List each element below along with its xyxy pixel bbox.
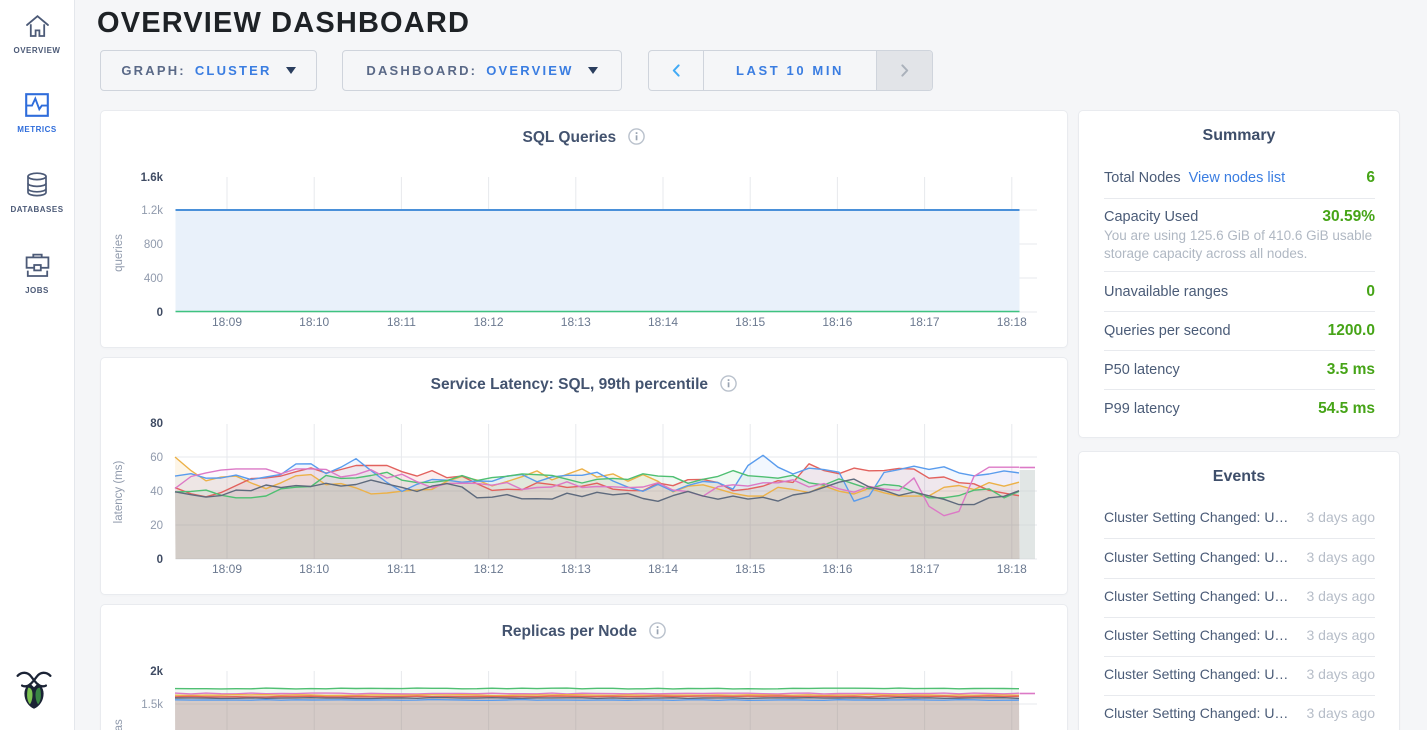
svg-text:18:16: 18:16 xyxy=(822,315,852,329)
svg-text:1.2k: 1.2k xyxy=(141,205,163,217)
svg-text:18:14: 18:14 xyxy=(648,562,678,576)
svg-text:20: 20 xyxy=(150,520,163,532)
svg-text:18:09: 18:09 xyxy=(212,562,242,576)
svg-text:1.6k: 1.6k xyxy=(141,172,164,184)
svg-text:18:13: 18:13 xyxy=(561,562,591,576)
svg-text:18:18: 18:18 xyxy=(997,562,1027,576)
svg-text:0: 0 xyxy=(157,554,163,566)
svg-text:18:10: 18:10 xyxy=(299,562,329,576)
svg-text:18:11: 18:11 xyxy=(387,315,416,329)
svg-text:18:15: 18:15 xyxy=(735,562,765,576)
svg-text:18:17: 18:17 xyxy=(910,315,940,329)
svg-text:18:14: 18:14 xyxy=(648,315,678,329)
svg-text:18:11: 18:11 xyxy=(387,562,416,576)
svg-text:80: 80 xyxy=(150,418,163,430)
svg-text:18:16: 18:16 xyxy=(822,562,852,576)
svg-text:18:09: 18:09 xyxy=(212,315,242,329)
svg-text:18:12: 18:12 xyxy=(474,562,504,576)
svg-text:queries: queries xyxy=(113,234,125,272)
svg-text:400: 400 xyxy=(144,273,163,285)
svg-text:0: 0 xyxy=(157,307,163,319)
svg-text:18:10: 18:10 xyxy=(299,315,329,329)
svg-text:replicas: replicas xyxy=(113,719,125,730)
svg-text:2k: 2k xyxy=(150,666,163,678)
svg-text:18:13: 18:13 xyxy=(561,315,591,329)
svg-text:latency (ms): latency (ms) xyxy=(113,461,125,524)
svg-text:800: 800 xyxy=(144,239,163,251)
svg-text:60: 60 xyxy=(150,452,163,464)
svg-text:18:18: 18:18 xyxy=(997,315,1027,329)
svg-text:1.5k: 1.5k xyxy=(141,699,163,711)
svg-text:18:17: 18:17 xyxy=(910,562,940,576)
svg-text:40: 40 xyxy=(150,486,163,498)
svg-text:18:12: 18:12 xyxy=(474,315,504,329)
svg-text:18:15: 18:15 xyxy=(735,315,765,329)
